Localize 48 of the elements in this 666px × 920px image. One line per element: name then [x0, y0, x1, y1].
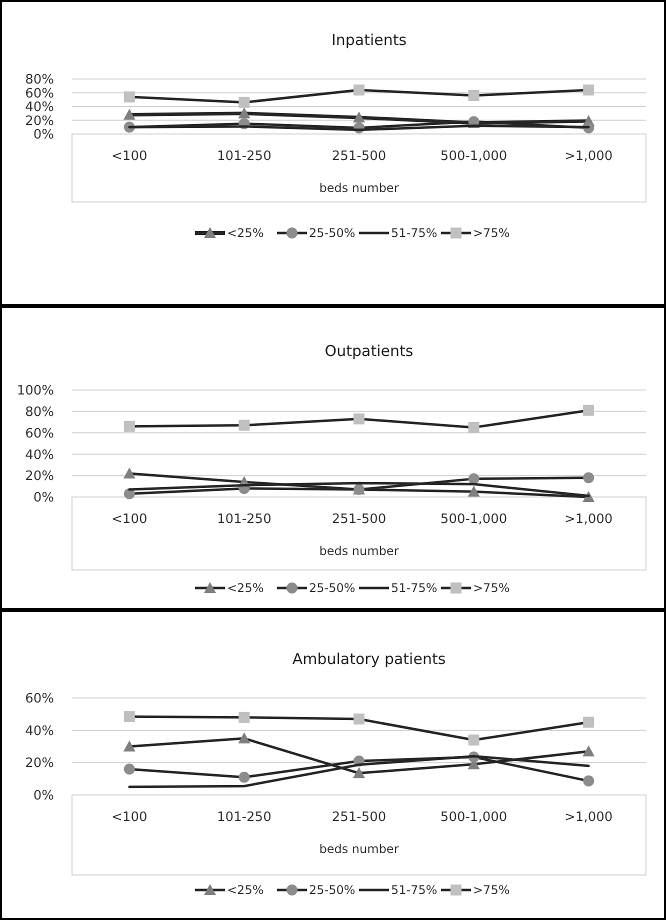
y-tick-label: 0%: [33, 490, 54, 506]
legend-label: 25-50%: [309, 883, 356, 898]
legend-label: 25-50%: [309, 581, 356, 596]
y-tick-label: 0%: [33, 788, 54, 804]
y-tick-label: 20%: [25, 469, 54, 484]
y-tick-label: 20%: [25, 114, 54, 129]
y-tick-label: 0%: [33, 128, 54, 143]
legend-label: 25-50%: [309, 226, 356, 240]
y-tick-label: 100%: [16, 384, 54, 399]
x-tick-label: 101-250: [217, 810, 272, 825]
x-tick-label: >1,000: [564, 512, 613, 527]
legend-label: <25%: [227, 883, 264, 898]
y-tick-label: 80%: [25, 404, 54, 420]
y-tick-label: 40%: [25, 100, 54, 116]
legend-label: 51-75%: [391, 226, 438, 240]
y-tick-label: 40%: [25, 448, 54, 463]
x-tick-label: 101-250: [217, 512, 272, 527]
legend-label: >75%: [473, 226, 510, 240]
x-tick-label: 500-1,000: [440, 810, 508, 825]
legend-label: 51-75%: [391, 883, 438, 898]
legend-label: 51-75%: [391, 581, 438, 596]
x-tick-label: 251-500: [332, 149, 386, 164]
x-tick-label: <100: [112, 810, 148, 825]
y-tick-label: 60%: [25, 692, 54, 707]
x-tick-label: <100: [112, 512, 148, 527]
chart-title: Outpatients: [324, 342, 414, 360]
x-tick-label: >1,000: [564, 149, 613, 164]
y-tick-label: 40%: [25, 724, 54, 739]
y-tick-label: 60%: [25, 426, 54, 442]
x-axis-title: beds number: [319, 842, 399, 856]
legend-label: <25%: [227, 581, 264, 596]
x-tick-label: 500-1,000: [440, 149, 508, 164]
x-tick-label: 101-250: [217, 149, 272, 164]
x-tick-label: 500-1,000: [440, 512, 508, 527]
x-tick-label: >1,000: [564, 810, 613, 825]
x-tick-label: <100: [112, 149, 148, 164]
chart-title: Ambulatory patients: [292, 650, 446, 668]
x-tick-label: 251-500: [332, 512, 386, 527]
x-axis-title: beds number: [319, 544, 399, 558]
x-tick-label: 251-500: [332, 810, 386, 825]
chart-title: Inpatients: [331, 31, 407, 49]
legend-label: >75%: [473, 883, 510, 898]
y-tick-label: 20%: [25, 756, 54, 772]
legend-label: >75%: [473, 581, 510, 596]
y-tick-label: 80%: [25, 72, 54, 88]
legend-label: <25%: [227, 226, 264, 240]
x-axis-title: beds number: [319, 181, 399, 195]
y-tick-label: 60%: [25, 86, 54, 102]
